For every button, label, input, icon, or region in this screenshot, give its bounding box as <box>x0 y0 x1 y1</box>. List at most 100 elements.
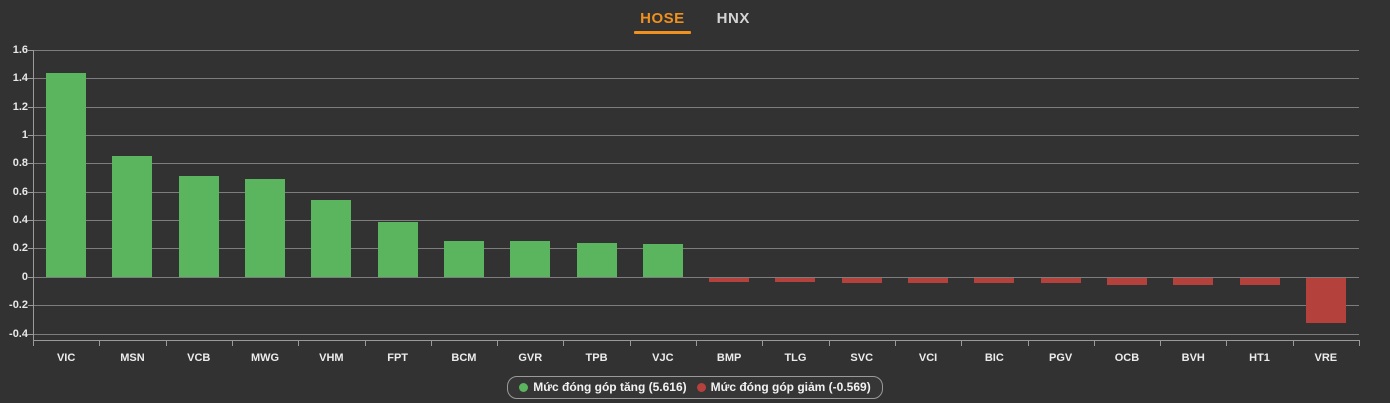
x-axis-label: TLG <box>784 352 807 364</box>
bar-vic[interactable] <box>46 72 87 277</box>
x-axis-label: VJC <box>652 352 674 364</box>
x-axis-tick <box>33 340 34 346</box>
y-axis-tick <box>28 220 33 222</box>
y-axis-label: 1.4 <box>12 72 28 85</box>
x-axis-tick <box>99 340 101 346</box>
y-axis-line <box>33 50 34 340</box>
y-axis-tick <box>28 248 33 250</box>
y-gridline <box>33 163 1359 165</box>
y-axis-tick <box>28 191 33 193</box>
bar-bic[interactable] <box>974 277 1015 284</box>
negative-series-dot-icon <box>696 382 706 392</box>
y-gridline <box>33 135 1359 137</box>
bar-bmp[interactable] <box>709 277 750 283</box>
bar-fpt[interactable] <box>377 221 418 277</box>
x-axis-tick <box>1359 340 1360 346</box>
y-axis-label: 1.6 <box>12 44 28 56</box>
legend-item-positive[interactable]: Mức đóng góp tăng (5.616) <box>519 380 687 394</box>
bar-bcm[interactable] <box>443 241 484 277</box>
x-axis-tick <box>1160 340 1162 346</box>
x-axis-label: VCI <box>918 352 938 364</box>
x-axis-tick <box>165 340 167 346</box>
y-axis-label: 0.2 <box>12 242 28 255</box>
x-axis-tick <box>364 340 366 346</box>
x-axis-label: BVH <box>1181 352 1205 364</box>
x-axis-tick <box>629 340 631 346</box>
x-axis-label: TPB <box>585 352 608 364</box>
bar-tpb[interactable] <box>576 242 617 277</box>
y-gridline <box>33 50 1359 51</box>
x-axis-label: MWG <box>250 352 280 364</box>
y-axis-tick <box>28 305 33 307</box>
y-axis-tick <box>28 106 33 108</box>
x-axis-tick <box>828 340 830 346</box>
y-axis-label: 0.4 <box>12 214 28 227</box>
y-axis-tick <box>28 135 33 137</box>
y-gridline <box>33 333 1359 335</box>
x-axis-label: FPT <box>387 352 409 364</box>
x-axis-label: BMP <box>716 352 742 364</box>
tab-hose[interactable]: HOSE <box>634 6 691 34</box>
x-axis-label: VIC <box>56 352 76 364</box>
y-axis-label: 0.6 <box>12 185 28 198</box>
bar-mwg[interactable] <box>245 178 286 277</box>
y-axis-tick <box>28 50 33 51</box>
bar-gvr[interactable] <box>510 241 551 277</box>
x-axis-tick <box>231 340 233 346</box>
x-axis-tick <box>1027 340 1029 346</box>
bar-vcb[interactable] <box>178 176 219 277</box>
y-gridline <box>33 276 1359 278</box>
bar-vjc[interactable] <box>642 244 683 277</box>
x-axis-tick <box>563 340 565 346</box>
x-axis-tick <box>894 340 896 346</box>
x-axis-label: OCB <box>1114 352 1140 364</box>
legend-label-negative: Mức đóng góp giảm (-0.569) <box>710 380 871 394</box>
bar-ocb[interactable] <box>1106 277 1147 285</box>
y-gridline <box>33 78 1359 80</box>
legend-item-negative[interactable]: Mức đóng góp giảm (-0.569) <box>696 380 871 394</box>
bar-tlg[interactable] <box>775 277 816 283</box>
y-axis-tick <box>28 163 33 165</box>
x-axis-label: HT1 <box>1249 352 1270 364</box>
legend-label-positive: Mức đóng góp tăng (5.616) <box>533 380 687 394</box>
y-axis-tick <box>28 78 33 80</box>
bar-pgv[interactable] <box>1040 277 1081 284</box>
y-axis-label: 0.8 <box>12 157 28 170</box>
x-axis-tick <box>1093 340 1095 346</box>
chart-legend: Mức đóng góp tăng (5.616) Mức đóng góp g… <box>0 376 1390 399</box>
bar-ht1[interactable] <box>1239 277 1280 285</box>
x-axis-tick <box>1226 340 1228 346</box>
y-axis-label: 0 <box>21 270 28 283</box>
x-axis-tick <box>1292 340 1294 346</box>
x-axis-tick <box>430 340 432 346</box>
positive-series-dot-icon <box>519 382 529 392</box>
bar-svc[interactable] <box>841 277 882 283</box>
bar-vre[interactable] <box>1305 277 1346 324</box>
y-axis-tick <box>28 276 33 278</box>
y-axis-label: -0.4 <box>9 327 28 340</box>
x-axis-label: BCM <box>451 352 477 364</box>
y-axis-label: 1 <box>21 129 28 142</box>
bar-msn[interactable] <box>112 156 153 277</box>
tab-hnx[interactable]: HNX <box>716 10 750 27</box>
x-axis-label: VCB <box>187 352 211 364</box>
y-gridline <box>33 191 1359 193</box>
y-gridline <box>33 106 1359 108</box>
x-axis-tick <box>762 340 764 346</box>
legend-box: Mức đóng góp tăng (5.616) Mức đóng góp g… <box>507 376 883 399</box>
y-axis-label: 1.2 <box>12 100 28 113</box>
bar-vhm[interactable] <box>311 200 352 277</box>
x-axis-tick <box>961 340 963 346</box>
exchange-tabbar: HOSE HNX <box>0 6 1390 34</box>
y-axis-label: -0.2 <box>9 299 28 312</box>
x-axis-tick <box>298 340 300 346</box>
x-axis-label: MSN <box>120 352 145 364</box>
bar-vci[interactable] <box>908 277 949 283</box>
x-axis-tick <box>497 340 499 346</box>
y-gridline <box>33 248 1359 250</box>
bar-bvh[interactable] <box>1173 277 1214 285</box>
x-axis-label: PGV <box>1049 352 1073 364</box>
y-axis-tick <box>28 333 33 335</box>
x-axis-label: VHM <box>319 352 344 364</box>
